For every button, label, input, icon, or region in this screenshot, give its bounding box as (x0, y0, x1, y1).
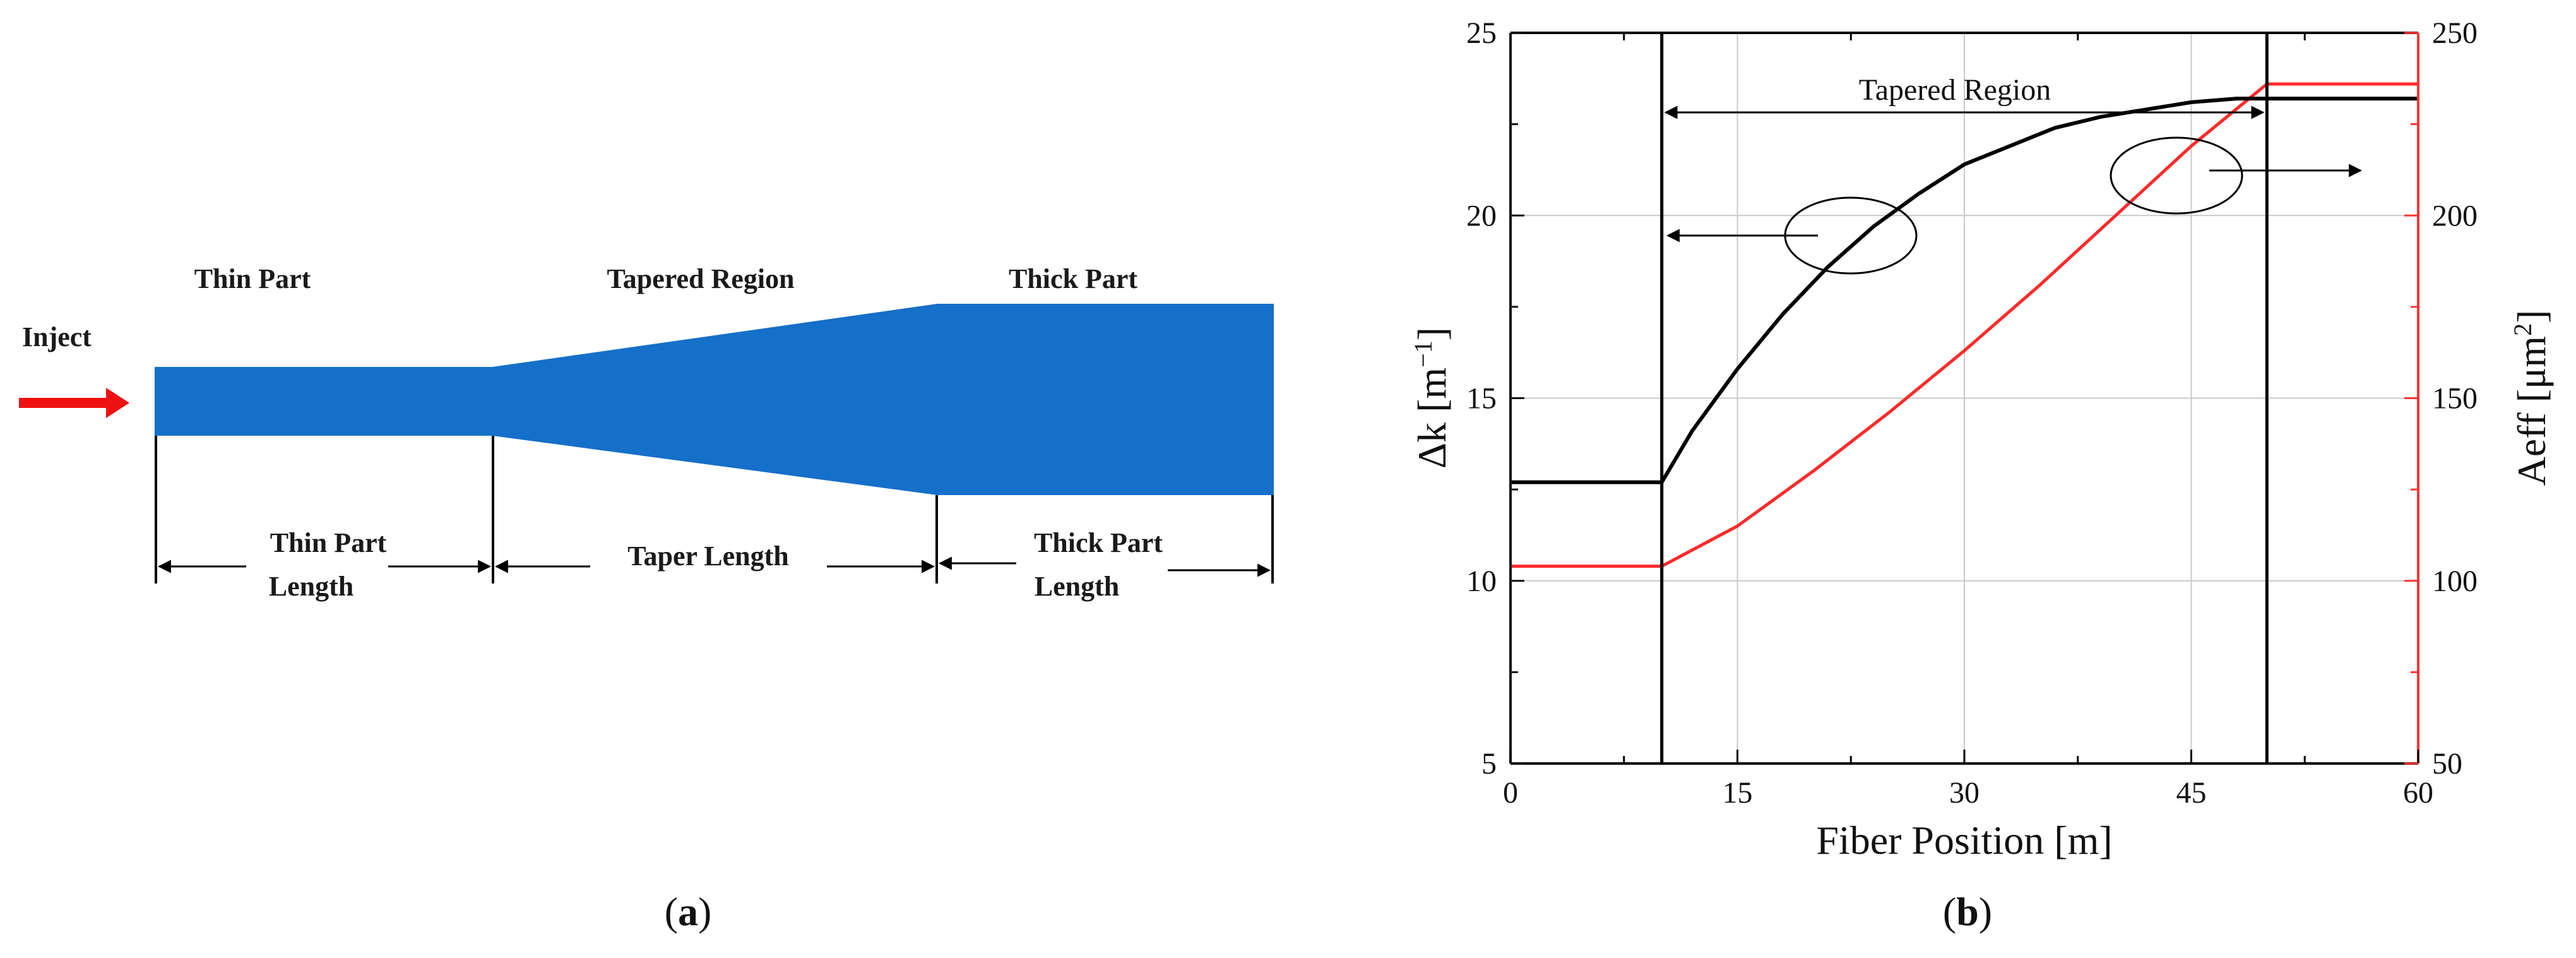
left-y-tick-label: 5 (1481, 747, 1497, 781)
thick-length-label-line2: Length (1035, 571, 1119, 602)
left-y-axis-title: Δk [m−1] (1409, 327, 1455, 469)
x-tick-label: 45 (2176, 776, 2207, 810)
panel-a: Inject Thin Part Tapered Region Thick Pa… (19, 263, 1274, 934)
x-tick-label: 15 (1723, 776, 1753, 810)
right-y-tick-label: 150 (2432, 382, 2478, 416)
right-y-tick-label: 50 (2432, 747, 2462, 781)
right-y-tick-label: 100 (2432, 565, 2478, 598)
thin-part-title: Thin Part (194, 263, 311, 294)
series-dk-line (1511, 97, 2418, 484)
x-tick-label: 30 (1949, 776, 1979, 810)
panel-a-caption: (a) (665, 889, 712, 934)
tapered-region-title: Tapered Region (607, 263, 794, 294)
thin-length-label-line2: Length (269, 571, 353, 602)
taper-length-dimension: Taper Length (494, 541, 935, 573)
fiber-body (155, 304, 1274, 495)
thin-length-label-line1: Thin Part (270, 527, 387, 558)
x-tick-label: 0 (1503, 776, 1518, 810)
right-y-axis-title: Aeff [μm2] (2508, 310, 2555, 486)
thick-length-label-line1: Thick Part (1034, 527, 1163, 558)
panel-b-caption: (b) (1943, 889, 1992, 934)
x-tick-label: 60 (2403, 776, 2433, 810)
taper-length-label: Taper Length (627, 541, 789, 572)
inject-arrow-head (106, 388, 129, 418)
plot-gridlines (1511, 33, 2418, 763)
right-y-tick-label: 200 (2432, 199, 2478, 232)
inject-arrow (19, 388, 129, 418)
left-y-tick-label: 15 (1466, 382, 1497, 416)
plot-series (1511, 82, 2418, 568)
left-y-tick-label: 10 (1466, 565, 1497, 598)
aeff-series-indicator-ellipse (2110, 136, 2243, 215)
axis-ticks: 0 15 30 45 60 5 10 15 20 25 50 100 150 200 250 (1466, 16, 2478, 810)
right-y-tick-label: 250 (2432, 16, 2478, 50)
series-aeff-line (1511, 82, 2418, 568)
x-axis-title: Fiber Position [m] (1816, 818, 2112, 863)
panel-b: Tapered Region 0 15 30 45 60 5 10 15 20 25 50 100 15… (1409, 16, 2555, 934)
thick-length-dimension: Thick Part Length (938, 527, 1271, 602)
left-y-tick-label: 20 (1466, 199, 1497, 232)
inject-arrow-shaft (19, 398, 107, 408)
thin-length-dimension: Thin Part Length (157, 527, 492, 602)
left-y-tick-label: 25 (1466, 16, 1497, 50)
thick-part-title: Thick Part (1009, 263, 1137, 294)
inject-label: Inject (22, 321, 92, 352)
tapered-region-annotation: Tapered Region (1859, 73, 2051, 107)
